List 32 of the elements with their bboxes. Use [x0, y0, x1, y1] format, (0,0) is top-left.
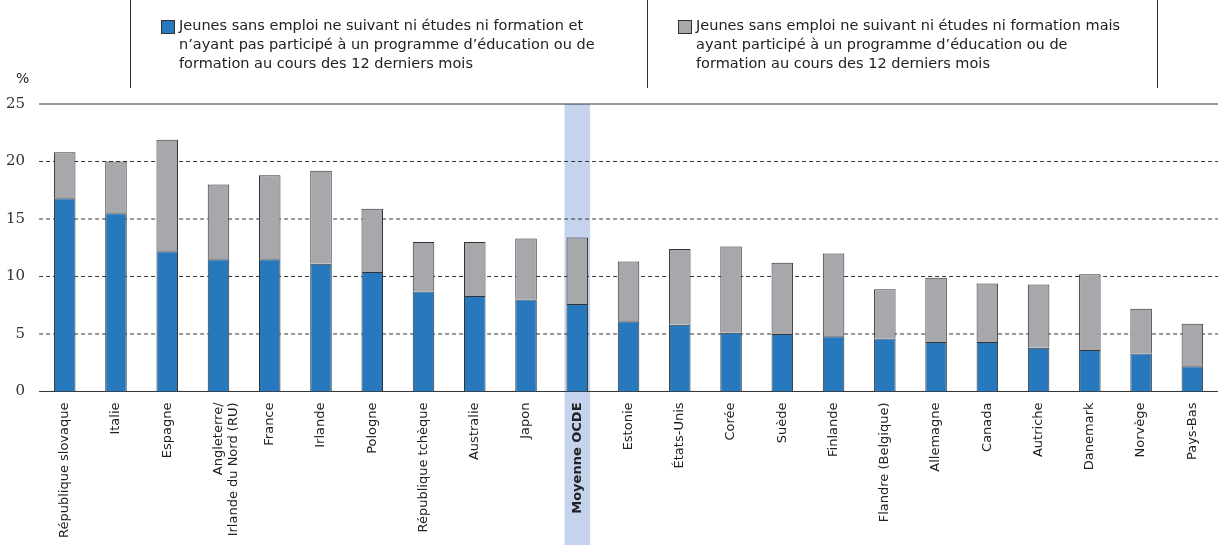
x-tick-label: République tchèque	[414, 402, 430, 533]
legend-label: Jeunes sans emploi ne suivant ni études ni formation mais ayant participé à un programme d’éducation ou de formation au cours des 12 derniers mois	[694, 16, 1122, 73]
x-tick-label: Allemagne	[927, 402, 943, 472]
x-tick-label: France	[261, 402, 277, 446]
y-tick-label: 20	[5, 151, 26, 170]
y-tick-label: 5	[15, 323, 26, 342]
x-tick-label: Italie	[107, 402, 123, 435]
x-tick-label: Pays-Bas	[1183, 402, 1199, 461]
y-tick-label: 10	[5, 266, 26, 285]
y-tick-label: 25	[5, 93, 26, 112]
x-tick-label: Suède	[773, 402, 789, 444]
x-tick-label: Espagne	[158, 402, 174, 459]
x-tick-label: Pologne	[363, 402, 379, 454]
y-tick-label: 0	[15, 381, 26, 400]
x-tick-label: République slovaque	[56, 402, 72, 539]
x-tick-label: Flandre (Belgique)	[876, 402, 892, 523]
x-tick-label: Australie	[466, 402, 482, 461]
x-tick-label: Corée	[722, 402, 738, 441]
x-tick-label: Japon	[517, 402, 533, 440]
x-tick-label: Irlande	[312, 402, 328, 448]
y-axis-title: %	[16, 70, 30, 86]
x-tick-label: Finlande	[824, 402, 840, 457]
x-tick-label: Estonie	[619, 402, 635, 451]
x-tick-label: Autriche	[1029, 402, 1045, 458]
x-tick-label: Canada	[978, 402, 994, 452]
x-tick-label: États-Unis	[671, 402, 687, 469]
y-tick-label: 15	[5, 208, 26, 227]
x-tick-label: Moyenne OCDE	[568, 402, 584, 514]
x-tick-label: Norvège	[1132, 402, 1148, 458]
x-tick-label: Angleterre/ Irlande du Nord (RU)	[209, 401, 241, 537]
x-tick-label: Danemark	[1081, 402, 1097, 471]
legend-label: Jeunes sans emploi ne suivant ni études ni formation et n’ayant pas participé à un programme d’éducation ou de formation au cours des 12 derniers mois	[177, 16, 596, 73]
